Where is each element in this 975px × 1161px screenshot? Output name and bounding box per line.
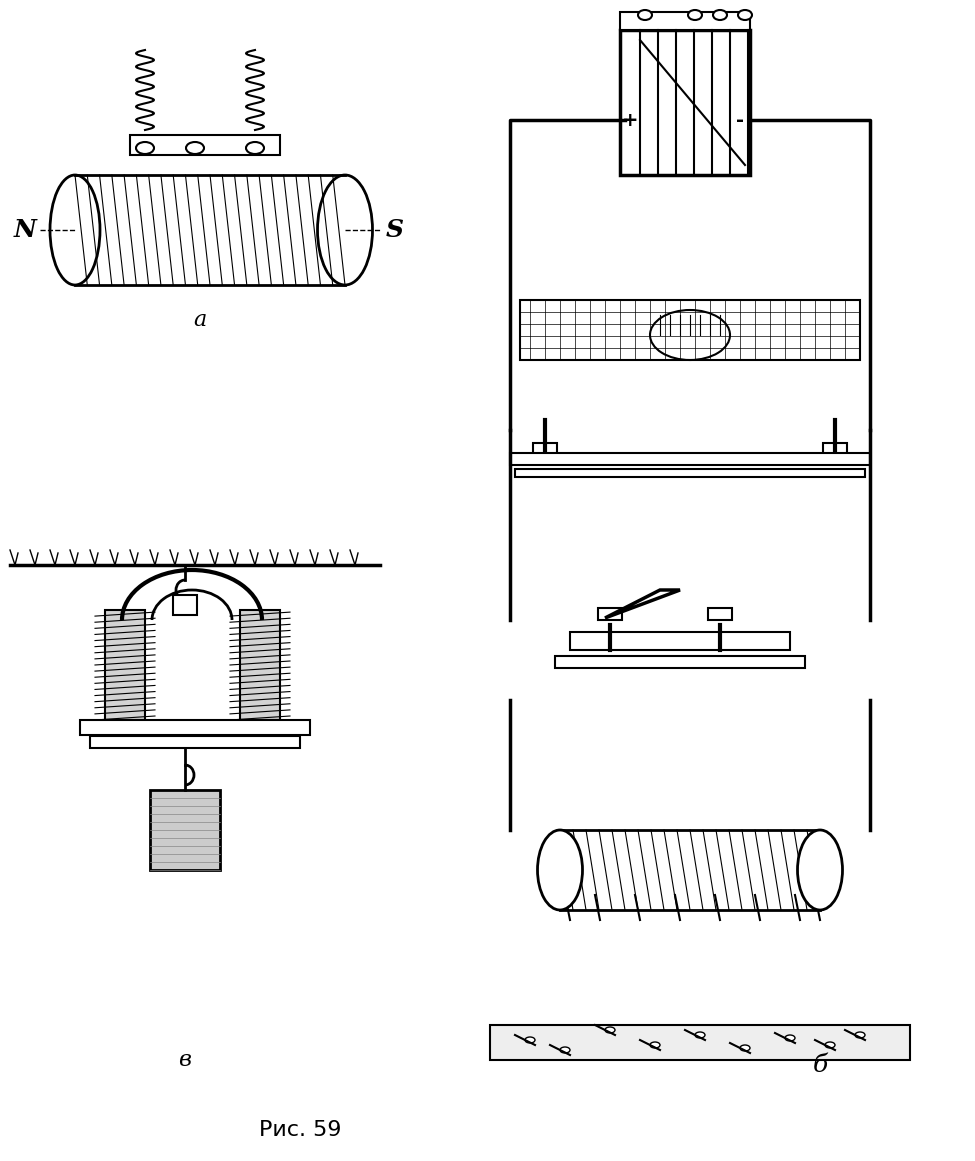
- Text: Рис. 59: Рис. 59: [258, 1120, 341, 1140]
- Ellipse shape: [560, 1047, 570, 1053]
- Ellipse shape: [650, 310, 730, 360]
- Bar: [240, 610, 280, 720]
- Ellipse shape: [537, 830, 582, 910]
- Bar: [515, 469, 865, 477]
- Ellipse shape: [650, 1043, 660, 1048]
- Bar: [105, 610, 145, 720]
- Bar: [520, 300, 860, 360]
- Bar: [150, 789, 220, 870]
- Bar: [533, 444, 557, 455]
- Bar: [823, 444, 847, 455]
- Ellipse shape: [816, 877, 830, 884]
- FancyBboxPatch shape: [620, 30, 750, 175]
- Bar: [555, 656, 805, 668]
- Ellipse shape: [738, 10, 752, 20]
- Ellipse shape: [785, 1034, 795, 1041]
- Bar: [90, 736, 300, 748]
- Ellipse shape: [798, 830, 842, 910]
- Ellipse shape: [695, 1032, 705, 1038]
- Bar: [130, 135, 280, 156]
- Text: б: б: [812, 1053, 828, 1076]
- Ellipse shape: [638, 10, 652, 20]
- Bar: [815, 854, 831, 880]
- Ellipse shape: [246, 142, 264, 154]
- Text: a: a: [193, 309, 207, 331]
- Bar: [570, 632, 790, 650]
- Ellipse shape: [605, 1027, 615, 1033]
- Ellipse shape: [740, 1045, 750, 1051]
- Bar: [549, 854, 565, 880]
- Bar: [490, 1025, 910, 1060]
- Text: +: +: [622, 110, 639, 130]
- Ellipse shape: [186, 142, 204, 154]
- Ellipse shape: [550, 877, 564, 884]
- Text: S: S: [386, 218, 404, 241]
- Text: N: N: [14, 218, 36, 241]
- Bar: [173, 594, 197, 615]
- Text: -: -: [736, 110, 744, 130]
- Ellipse shape: [525, 1037, 535, 1043]
- Ellipse shape: [136, 142, 154, 154]
- Bar: [80, 720, 310, 735]
- Ellipse shape: [713, 10, 727, 20]
- Text: в: в: [178, 1050, 191, 1070]
- Bar: [510, 453, 870, 466]
- Bar: [598, 608, 622, 620]
- Ellipse shape: [825, 1043, 835, 1048]
- Bar: [708, 608, 732, 620]
- Bar: [620, 12, 750, 30]
- Ellipse shape: [855, 1032, 865, 1038]
- Ellipse shape: [688, 10, 702, 20]
